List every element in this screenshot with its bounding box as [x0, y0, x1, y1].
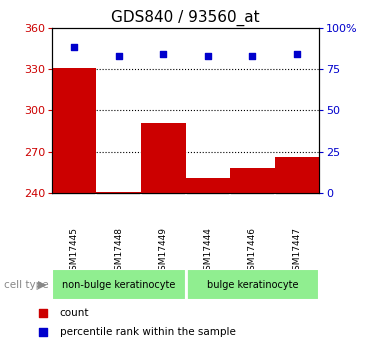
Point: [40, 330, 46, 335]
Point: [71, 45, 77, 50]
Point: [249, 53, 255, 59]
Bar: [52, 269, 186, 300]
Text: GSM17447: GSM17447: [292, 227, 301, 276]
Point: [160, 51, 166, 57]
Bar: [96, 192, 141, 193]
Bar: [275, 157, 319, 193]
Bar: [186, 178, 230, 193]
Text: GSM17446: GSM17446: [248, 227, 257, 276]
Bar: [186, 269, 319, 300]
Text: count: count: [60, 308, 89, 318]
Point: [294, 51, 300, 57]
Text: GSM17445: GSM17445: [70, 227, 79, 276]
Bar: [52, 68, 96, 193]
Text: non-bulge keratinocyte: non-bulge keratinocyte: [62, 280, 175, 289]
Text: percentile rank within the sample: percentile rank within the sample: [60, 327, 236, 337]
Point: [205, 53, 211, 59]
Text: bulge keratinocyte: bulge keratinocyte: [207, 280, 298, 289]
Text: ▶: ▶: [39, 280, 47, 289]
Bar: [230, 168, 275, 193]
Text: GSM17449: GSM17449: [159, 227, 168, 276]
Point: [40, 310, 46, 315]
Title: GDS840 / 93560_at: GDS840 / 93560_at: [111, 10, 260, 26]
Point: [116, 53, 122, 59]
Bar: [141, 123, 186, 193]
Text: GSM17448: GSM17448: [114, 227, 123, 276]
Text: cell type: cell type: [4, 280, 48, 289]
Text: GSM17444: GSM17444: [203, 227, 212, 276]
